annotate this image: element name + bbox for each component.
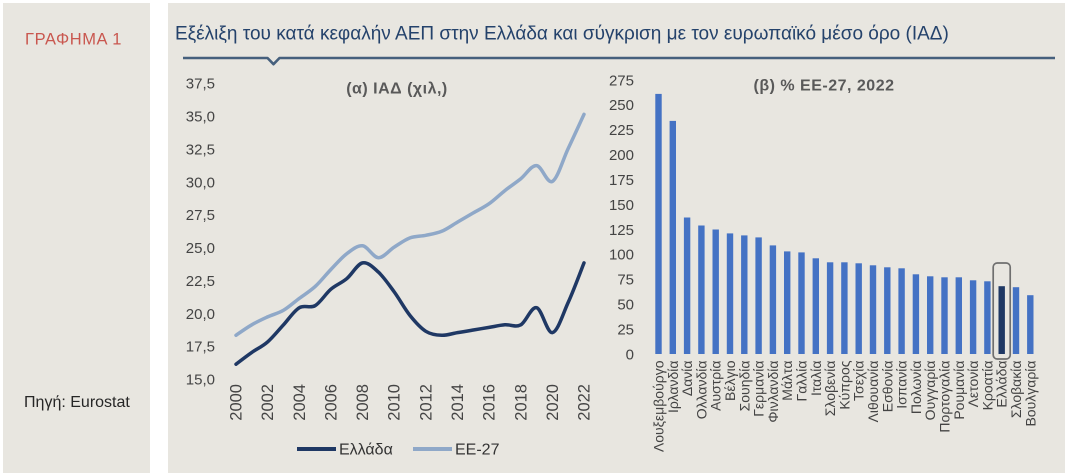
svg-text:2018: 2018 — [512, 384, 530, 421]
svg-text:Σουηδία: Σουηδία — [736, 361, 752, 412]
svg-text:Εσθονία: Εσθονία — [879, 361, 895, 413]
svg-text:25: 25 — [617, 321, 634, 338]
svg-text:2000: 2000 — [228, 384, 246, 421]
svg-text:2016: 2016 — [481, 384, 499, 421]
svg-text:Γαλλία: Γαλλία — [794, 361, 810, 402]
svg-text:20,0: 20,0 — [186, 306, 215, 323]
svg-text:27,5: 27,5 — [186, 207, 215, 224]
svg-text:35,0: 35,0 — [186, 109, 215, 126]
svg-text:Γερμανία: Γερμανία — [751, 361, 767, 417]
svg-text:200: 200 — [609, 147, 634, 164]
svg-text:250: 250 — [609, 97, 634, 114]
svg-text:Ελλάδα: Ελλάδα — [339, 442, 393, 459]
svg-text:Ισπανία: Ισπανία — [894, 361, 910, 409]
svg-text:2012: 2012 — [417, 384, 435, 421]
svg-text:30,0: 30,0 — [186, 174, 215, 191]
svg-text:32,5: 32,5 — [186, 141, 215, 158]
svg-text:(α) ΙΑΔ (χιλ,): (α) ΙΑΔ (χιλ,) — [346, 81, 448, 98]
svg-text:Ιταλία: Ιταλία — [808, 361, 824, 397]
svg-text:2010: 2010 — [386, 384, 404, 421]
svg-text:Σλοβενία: Σλοβενία — [822, 361, 838, 417]
svg-text:125: 125 — [609, 222, 634, 239]
svg-text:Δανία: Δανία — [679, 361, 695, 397]
svg-text:(β) % ΕΕ-27, 2022: (β) % ΕΕ-27, 2022 — [754, 78, 895, 95]
svg-text:Ολλανδία: Ολλανδία — [693, 361, 709, 420]
svg-text:Λουξεμβούργο: Λουξεμβούργο — [651, 360, 667, 452]
svg-text:50: 50 — [617, 297, 634, 314]
svg-text:150: 150 — [609, 197, 634, 214]
svg-text:2006: 2006 — [322, 384, 340, 421]
svg-text:2008: 2008 — [354, 384, 372, 421]
svg-text:Μάλτα: Μάλτα — [779, 361, 795, 401]
svg-text:Φινλανδία: Φινλανδία — [765, 361, 781, 423]
svg-text:2002: 2002 — [259, 384, 277, 421]
svg-text:Σλοβακία: Σλοβακία — [1008, 361, 1024, 419]
svg-text:Κύπρος: Κύπρος — [836, 360, 852, 409]
svg-text:Ιρλανδία: Ιρλανδία — [665, 361, 681, 413]
svg-text:2014: 2014 — [449, 384, 467, 421]
svg-text:Εξέλιξη του κατά κεφαλήν ΑΕΠ σ: Εξέλιξη του κατά κεφαλήν ΑΕΠ στην Ελλάδα… — [175, 24, 949, 45]
svg-text:17,5: 17,5 — [186, 339, 215, 356]
svg-text:Πορτογαλία: Πορτογαλία — [937, 361, 953, 433]
svg-text:175: 175 — [609, 172, 634, 189]
svg-text:275: 275 — [609, 72, 634, 89]
svg-text:Αυστρία: Αυστρία — [708, 361, 724, 411]
svg-text:225: 225 — [609, 122, 634, 139]
svg-text:15,0: 15,0 — [186, 372, 215, 389]
svg-text:25,0: 25,0 — [186, 240, 215, 257]
svg-text:Βουλγαρία: Βουλγαρία — [1022, 361, 1038, 427]
svg-text:Ελλάδα: Ελλάδα — [994, 360, 1010, 407]
svg-text:Πηγή: Eurostat: Πηγή: Eurostat — [24, 394, 130, 411]
svg-text:ΓΡΑΦΗΜΑ 1: ΓΡΑΦΗΜΑ 1 — [25, 31, 122, 49]
svg-text:100: 100 — [609, 247, 634, 264]
svg-text:Λιθουανία: Λιθουανία — [865, 361, 881, 423]
svg-text:Κροατία: Κροατία — [979, 361, 995, 411]
svg-text:Τσεχία: Τσεχία — [851, 361, 867, 401]
svg-text:0: 0 — [626, 346, 634, 363]
svg-text:Λετονία: Λετονία — [965, 361, 981, 408]
svg-text:2022: 2022 — [576, 384, 594, 421]
svg-text:ΕΕ-27: ΕΕ-27 — [455, 442, 500, 459]
svg-text:37,5: 37,5 — [186, 76, 215, 93]
svg-text:Βέλγιο: Βέλγιο — [722, 360, 738, 401]
svg-text:Ρουμανία: Ρουμανία — [951, 361, 967, 420]
svg-text:Ουγγαρία: Ουγγαρία — [922, 361, 938, 421]
svg-text:2020: 2020 — [544, 384, 562, 421]
svg-text:2004: 2004 — [291, 384, 309, 421]
svg-text:75: 75 — [617, 272, 634, 289]
svg-text:22,5: 22,5 — [186, 273, 215, 290]
svg-text:Πολωνία: Πολωνία — [908, 361, 924, 415]
